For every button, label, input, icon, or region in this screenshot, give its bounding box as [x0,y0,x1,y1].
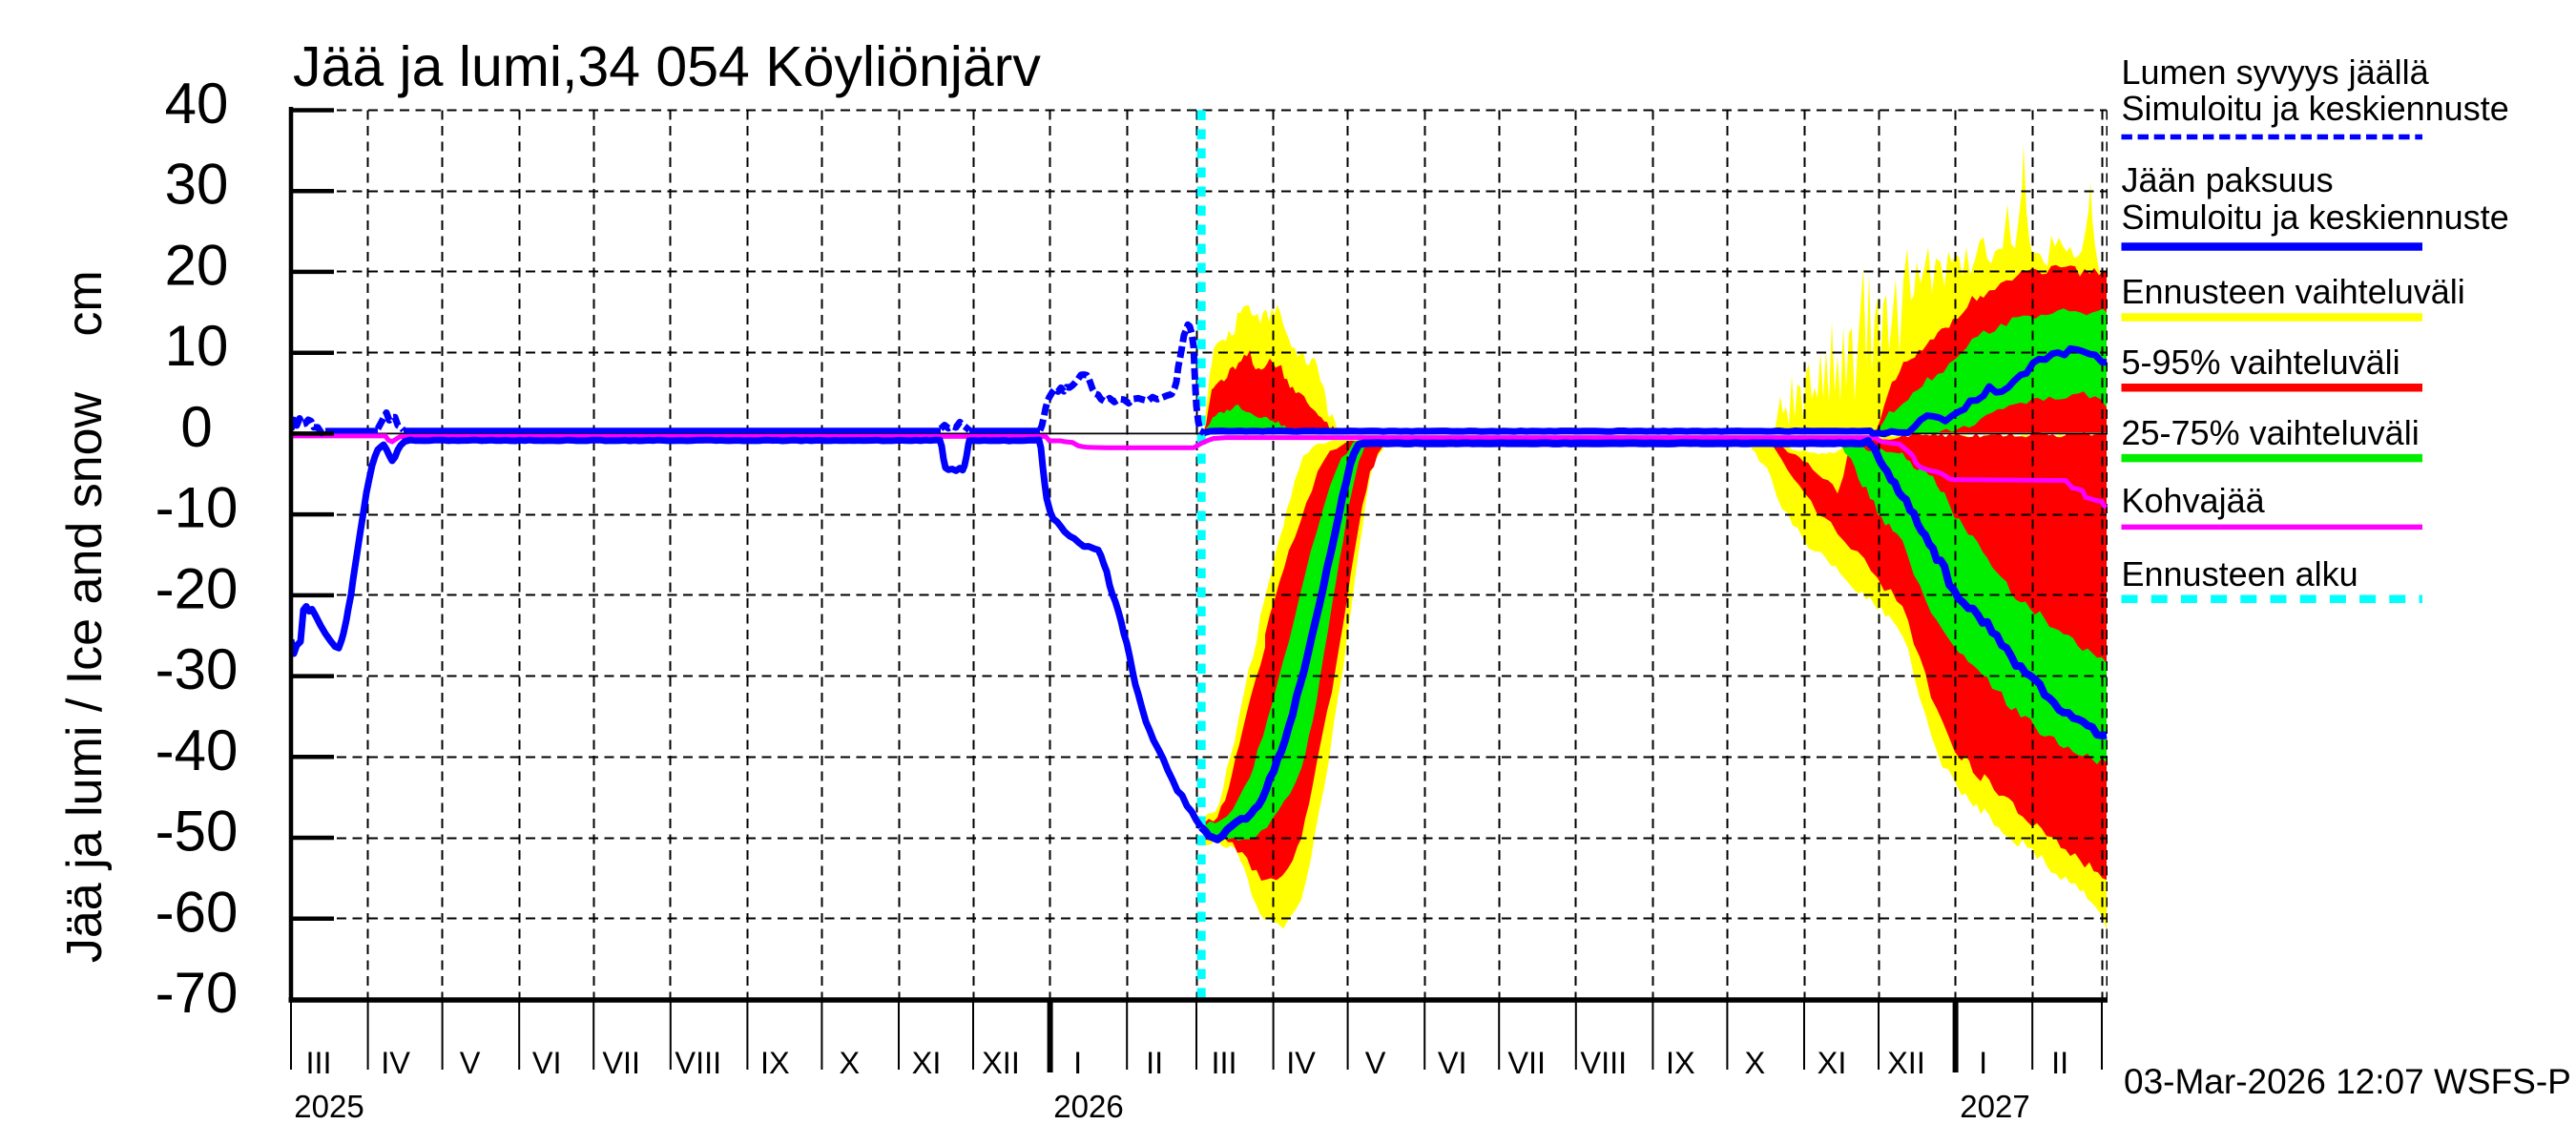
svg-text:0: 0 [180,395,212,459]
svg-text:-20: -20 [156,556,239,620]
svg-text:Jää ja lumi / Ice and snow: Jää ja lumi / Ice and snow [57,391,113,963]
svg-text:cm: cm [57,270,113,336]
svg-text:-70: -70 [156,961,239,1025]
svg-text:IX: IX [1666,1046,1695,1080]
svg-text:Jään paksuus: Jään paksuus [2122,160,2334,199]
svg-text:I: I [1073,1046,1082,1080]
svg-text:II: II [2051,1046,2068,1080]
svg-text:VII: VII [602,1046,640,1080]
svg-text:Kohvajää: Kohvajää [2122,481,2266,520]
svg-text:Jää ja lumi,34 054 Köyliönjärv: Jää ja lumi,34 054 Köyliönjärv [293,35,1041,98]
svg-text:-30: -30 [156,637,239,701]
svg-text:VII: VII [1507,1046,1546,1080]
svg-text:IV: IV [1286,1046,1316,1080]
svg-text:-50: -50 [156,800,239,864]
svg-text:30: 30 [165,153,229,217]
svg-text:25-75% vaihteluväli: 25-75% vaihteluväli [2122,413,2420,452]
svg-text:IV: IV [381,1046,410,1080]
svg-text:-60: -60 [156,880,239,944]
svg-text:5-95% vaihteluväli: 5-95% vaihteluväli [2122,343,2400,382]
svg-text:Ennusteen vaihteluväli: Ennusteen vaihteluväli [2122,272,2465,311]
svg-text:VI: VI [532,1046,562,1080]
svg-text:XII: XII [982,1046,1020,1080]
svg-text:Simuloitu ja keskiennuste: Simuloitu ja keskiennuste [2122,89,2509,128]
svg-text:20: 20 [165,233,229,297]
svg-text:V: V [460,1046,481,1080]
svg-text:-40: -40 [156,718,239,782]
svg-text:IX: IX [760,1046,790,1080]
svg-text:XI: XI [912,1046,942,1080]
svg-text:VIII: VIII [675,1046,721,1080]
svg-text:03-Mar-2026 12:07 WSFS-P: 03-Mar-2026 12:07 WSFS-P [2124,1062,2571,1101]
svg-text:2025: 2025 [294,1089,364,1124]
svg-text:Lumen syvyys jäällä: Lumen syvyys jäällä [2122,52,2430,92]
svg-text:III: III [1211,1046,1236,1080]
svg-text:40: 40 [165,72,229,135]
svg-text:Simuloitu ja keskiennuste: Simuloitu ja keskiennuste [2122,198,2509,237]
svg-text:XII: XII [1887,1046,1925,1080]
svg-text:I: I [1979,1046,1987,1080]
svg-text:VI: VI [1438,1046,1467,1080]
svg-text:XI: XI [1818,1046,1847,1080]
svg-text:Ennusteen alku: Ennusteen alku [2122,554,2358,593]
svg-text:10: 10 [165,314,229,378]
svg-text:III: III [305,1046,331,1080]
svg-text:II: II [1146,1046,1163,1080]
svg-text:2026: 2026 [1053,1089,1123,1124]
svg-text:V: V [1365,1046,1386,1080]
svg-text:2027: 2027 [1960,1089,2029,1124]
svg-text:X: X [1745,1046,1766,1080]
svg-text:-10: -10 [156,476,239,540]
svg-text:VIII: VIII [1580,1046,1627,1080]
svg-text:X: X [840,1046,861,1080]
